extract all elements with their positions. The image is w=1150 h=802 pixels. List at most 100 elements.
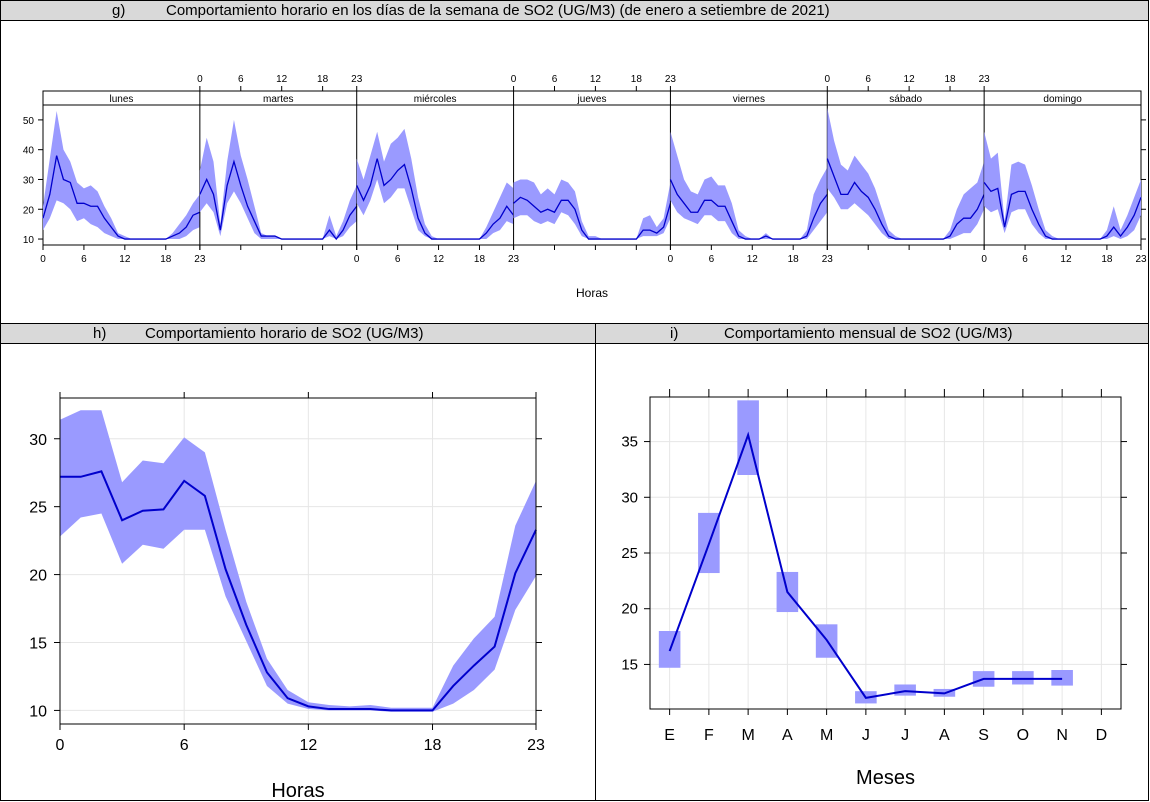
x-tick-label: 0 — [981, 254, 987, 265]
x-tick-label-top: 23 — [351, 74, 363, 85]
y-tick-label: 25 — [29, 500, 47, 517]
x-tick-label-top: 18 — [944, 74, 956, 85]
y-tick-label: 15 — [621, 656, 638, 673]
panel-i-letter: i) — [670, 325, 679, 342]
x-tick-label: A — [939, 727, 950, 744]
strip-label: jueves — [577, 94, 607, 105]
panel-h: h) Comportamiento horario de SO2 (UG/M3)… — [0, 323, 596, 801]
ci-band — [43, 110, 200, 240]
x-tick-label-top: 23 — [979, 74, 991, 85]
panel-g-title: Comportamiento horario en los días de la… — [166, 2, 830, 19]
x-tick-label-top: 18 — [317, 74, 329, 85]
y-tick-label: 35 — [621, 434, 638, 451]
y-tick-label: 30 — [29, 432, 47, 449]
strip-label: lunes — [109, 94, 133, 105]
panel-h-letter: h) — [93, 325, 107, 342]
x-tick-label: J — [901, 727, 909, 744]
panel-i-header: i) Comportamiento mensual de SO2 (UG/M3) — [596, 324, 1148, 344]
x-tick-label: 18 — [788, 254, 800, 265]
x-tick-label: 12 — [119, 254, 131, 265]
y-tick-label: 15 — [29, 636, 47, 653]
x-tick-label: N — [1056, 727, 1068, 744]
x-tick-label-top: 0 — [825, 74, 831, 85]
series-line — [42, 155, 201, 240]
x-tick-label: 23 — [508, 254, 520, 265]
x-tick-label: 0 — [40, 254, 46, 265]
x-tick-label: 23 — [194, 254, 206, 265]
x-tick-label: 6 — [180, 737, 189, 754]
x-tick-label: 6 — [81, 254, 87, 265]
ci-band — [513, 179, 671, 240]
ci-band — [670, 131, 828, 240]
strip-label: sábado — [889, 94, 922, 105]
y-tick-label: 10 — [29, 703, 47, 720]
ci-box — [1012, 671, 1034, 685]
x-tick-label-top: 6 — [552, 74, 558, 85]
x-tick-label-top: 6 — [865, 74, 871, 85]
strip-label: martes — [263, 94, 294, 105]
x-tick-label: M — [820, 727, 833, 744]
x-tick-label-top: 0 — [511, 74, 517, 85]
chart-i: 15 20 25 30 35 E F M A M J J A S O N D Meses — [621, 389, 1127, 789]
x-tick-label: F — [704, 727, 714, 744]
y-tick-label: 40 — [23, 146, 35, 157]
x-tick-label: 23 — [527, 737, 545, 754]
y-tick-label: 50 — [23, 116, 35, 127]
y-tick-label: 20 — [621, 601, 638, 618]
panel-i: i) Comportamiento mensual de SO2 (UG/M3)… — [595, 323, 1149, 801]
x-tick-label: A — [782, 727, 793, 744]
ci-band — [199, 119, 357, 240]
ci-band — [356, 128, 514, 240]
chart-h: 10 15 20 25 30 0 6 12 18 23 Horas — [29, 392, 545, 800]
x-tick-label: 0 — [354, 254, 360, 265]
ci-box — [1051, 670, 1073, 686]
x-tick-label: 18 — [424, 737, 442, 754]
x-tick-label-top: 12 — [590, 74, 602, 85]
x-tick-label: 18 — [474, 254, 486, 265]
panel-g-letter: g) — [112, 2, 126, 19]
x-tick-label: 12 — [433, 254, 445, 265]
panel-g-header: g) Comportamiento horario en los días de… — [1, 1, 1148, 21]
x-axis-title: Horas — [576, 286, 608, 300]
ci-band — [827, 107, 985, 240]
plot-border — [59, 397, 537, 725]
series-line — [513, 196, 672, 240]
series-line — [60, 470, 537, 712]
y-tick-label: 25 — [621, 545, 638, 562]
x-tick-label: 18 — [160, 254, 172, 265]
series-line — [983, 182, 1142, 240]
x-axis-title: Horas — [271, 780, 324, 800]
x-tick-label: J — [862, 727, 870, 744]
series-line — [826, 158, 985, 240]
x-tick-label: 18 — [1101, 254, 1113, 265]
x-tick-label: 23 — [1135, 254, 1147, 265]
ci-box — [894, 684, 916, 696]
x-tick-label-top: 0 — [197, 74, 203, 85]
x-tick-label: S — [978, 727, 989, 744]
x-tick-label-top: 12 — [276, 74, 288, 85]
series-line — [356, 158, 515, 240]
strip-label: domingo — [1043, 94, 1082, 105]
x-tick-label: 12 — [1060, 254, 1072, 265]
x-tick-label: 6 — [395, 254, 401, 265]
chart-g: lunes martes miércoles jueves viernes sábado d… — [23, 74, 1147, 300]
x-tick-label: 12 — [299, 737, 317, 754]
strip-label: viernes — [733, 94, 765, 105]
x-tick-label: E — [664, 727, 675, 744]
x-tick-label: 6 — [709, 254, 715, 265]
plot-border — [42, 90, 1142, 246]
ci-band — [60, 410, 536, 712]
y-tick-label: 30 — [621, 489, 638, 506]
x-tick-label: 0 — [668, 254, 674, 265]
x-tick-label: O — [1017, 727, 1029, 744]
x-tick-label: 23 — [822, 254, 834, 265]
x-tick-label-top: 12 — [904, 74, 916, 85]
x-tick-label: 6 — [1022, 254, 1028, 265]
panel-g: g) Comportamiento horario en los días de… — [0, 0, 1149, 324]
y-tick-label: 30 — [23, 175, 35, 186]
x-tick-label: 0 — [56, 737, 65, 754]
series-line — [668, 431, 1063, 699]
x-axis-title: Meses — [856, 767, 915, 789]
panel-h-title: Comportamiento horario de SO2 (UG/M3) — [145, 325, 424, 342]
